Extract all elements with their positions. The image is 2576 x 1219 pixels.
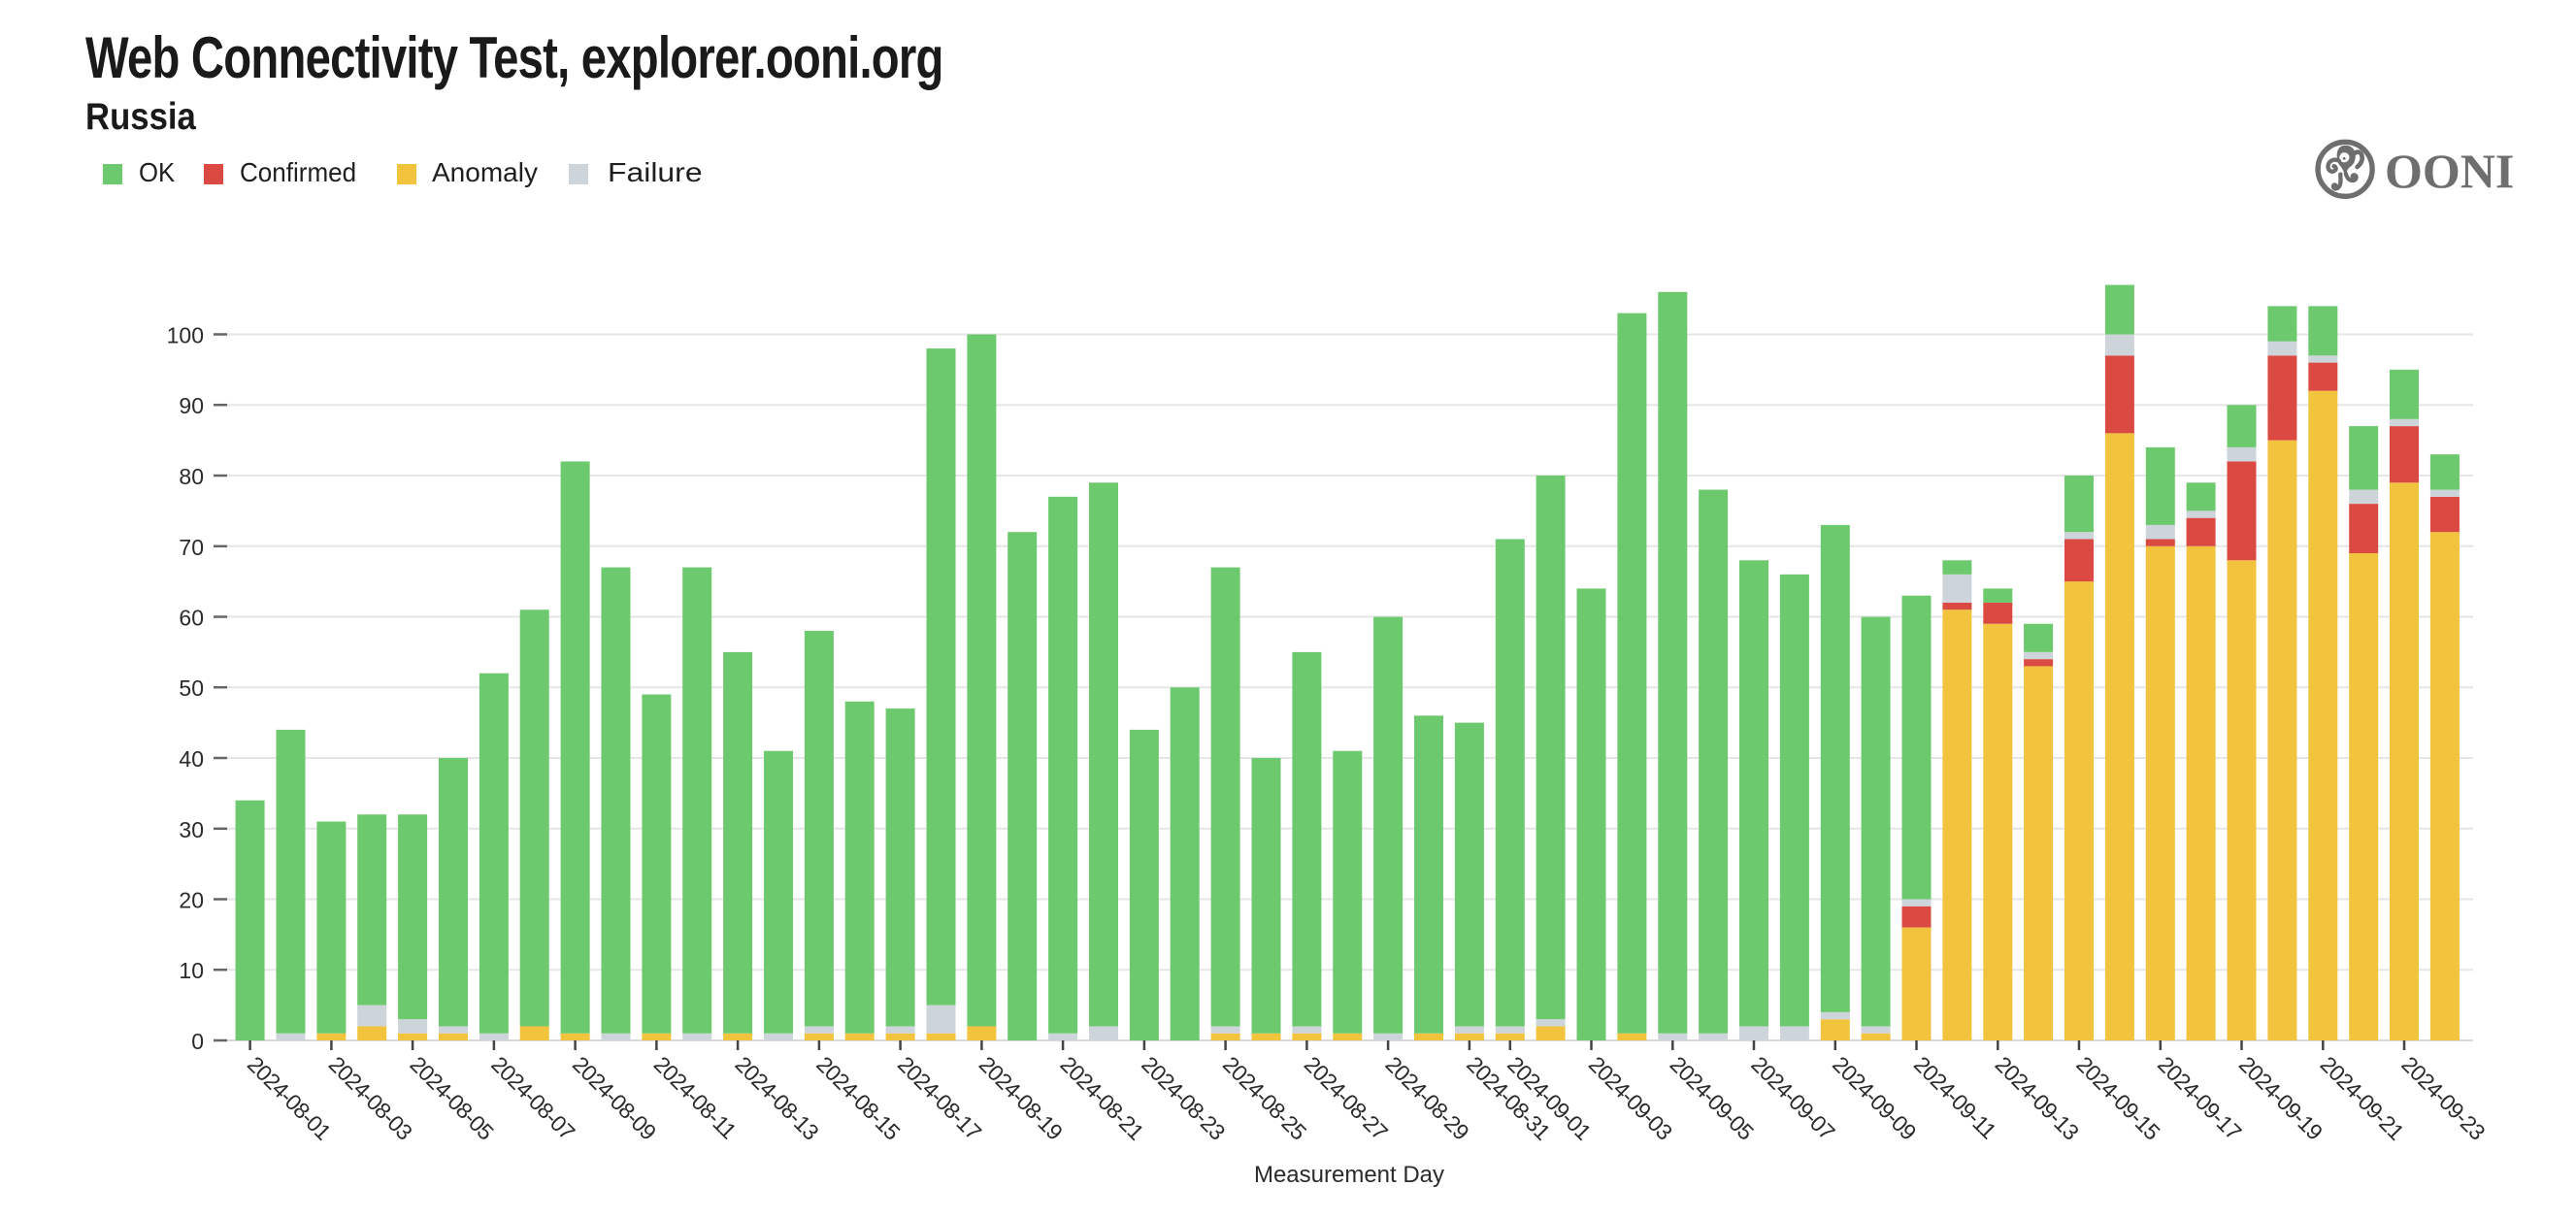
svg-text:2024-09-03: 2024-09-03 <box>1584 1051 1677 1144</box>
svg-text:2024-08-17: 2024-08-17 <box>893 1051 986 1144</box>
svg-text:2024-09-19: 2024-09-19 <box>2234 1051 2328 1144</box>
svg-text:70: 70 <box>179 535 204 560</box>
svg-text:2024-09-23: 2024-09-23 <box>2396 1051 2490 1144</box>
svg-text:0: 0 <box>191 1029 204 1054</box>
svg-text:2024-08-11: 2024-08-11 <box>649 1051 742 1143</box>
svg-text:2024-08-03: 2024-08-03 <box>324 1051 417 1144</box>
svg-text:Measurement Day: Measurement Day <box>1254 1162 1444 1188</box>
svg-text:2024-08-23: 2024-08-23 <box>1137 1051 1230 1144</box>
svg-text:2024-09-15: 2024-09-15 <box>2071 1051 2164 1144</box>
svg-text:90: 90 <box>179 393 204 418</box>
svg-text:2024-08-07: 2024-08-07 <box>486 1051 579 1144</box>
svg-text:2024-08-05: 2024-08-05 <box>405 1051 498 1144</box>
svg-text:60: 60 <box>179 606 204 631</box>
svg-text:2024-08-19: 2024-08-19 <box>974 1051 1068 1144</box>
svg-text:10: 10 <box>179 958 204 983</box>
svg-text:2024-09-21: 2024-09-21 <box>2316 1051 2409 1144</box>
svg-text:2024-08-27: 2024-08-27 <box>1300 1051 1393 1144</box>
svg-text:30: 30 <box>179 817 204 842</box>
svg-text:2024-09-13: 2024-09-13 <box>1991 1051 2084 1144</box>
svg-text:2024-09-17: 2024-09-17 <box>2153 1051 2246 1144</box>
svg-text:2024-09-07: 2024-09-07 <box>1746 1051 1839 1144</box>
svg-text:OONI: OONI <box>2385 144 2514 198</box>
svg-text:2024-08-09: 2024-08-09 <box>568 1051 661 1144</box>
svg-text:2024-09-09: 2024-09-09 <box>1828 1051 1921 1144</box>
svg-text:20: 20 <box>179 888 204 913</box>
svg-text:2024-08-01: 2024-08-01 <box>243 1051 336 1144</box>
svg-text:2024-08-21: 2024-08-21 <box>1055 1051 1148 1144</box>
svg-text:2024-08-25: 2024-08-25 <box>1218 1051 1311 1144</box>
svg-text:80: 80 <box>179 464 204 489</box>
svg-text:40: 40 <box>179 746 204 772</box>
svg-text:2024-08-29: 2024-08-29 <box>1380 1051 1473 1144</box>
svg-text:2024-08-15: 2024-08-15 <box>811 1051 905 1144</box>
svg-text:100: 100 <box>167 323 204 348</box>
svg-text:2024-09-05: 2024-09-05 <box>1666 1051 1759 1144</box>
svg-text:50: 50 <box>179 675 204 701</box>
svg-text:2024-09-11: 2024-09-11 <box>1909 1051 2001 1143</box>
svg-text:2024-08-13: 2024-08-13 <box>730 1051 823 1144</box>
